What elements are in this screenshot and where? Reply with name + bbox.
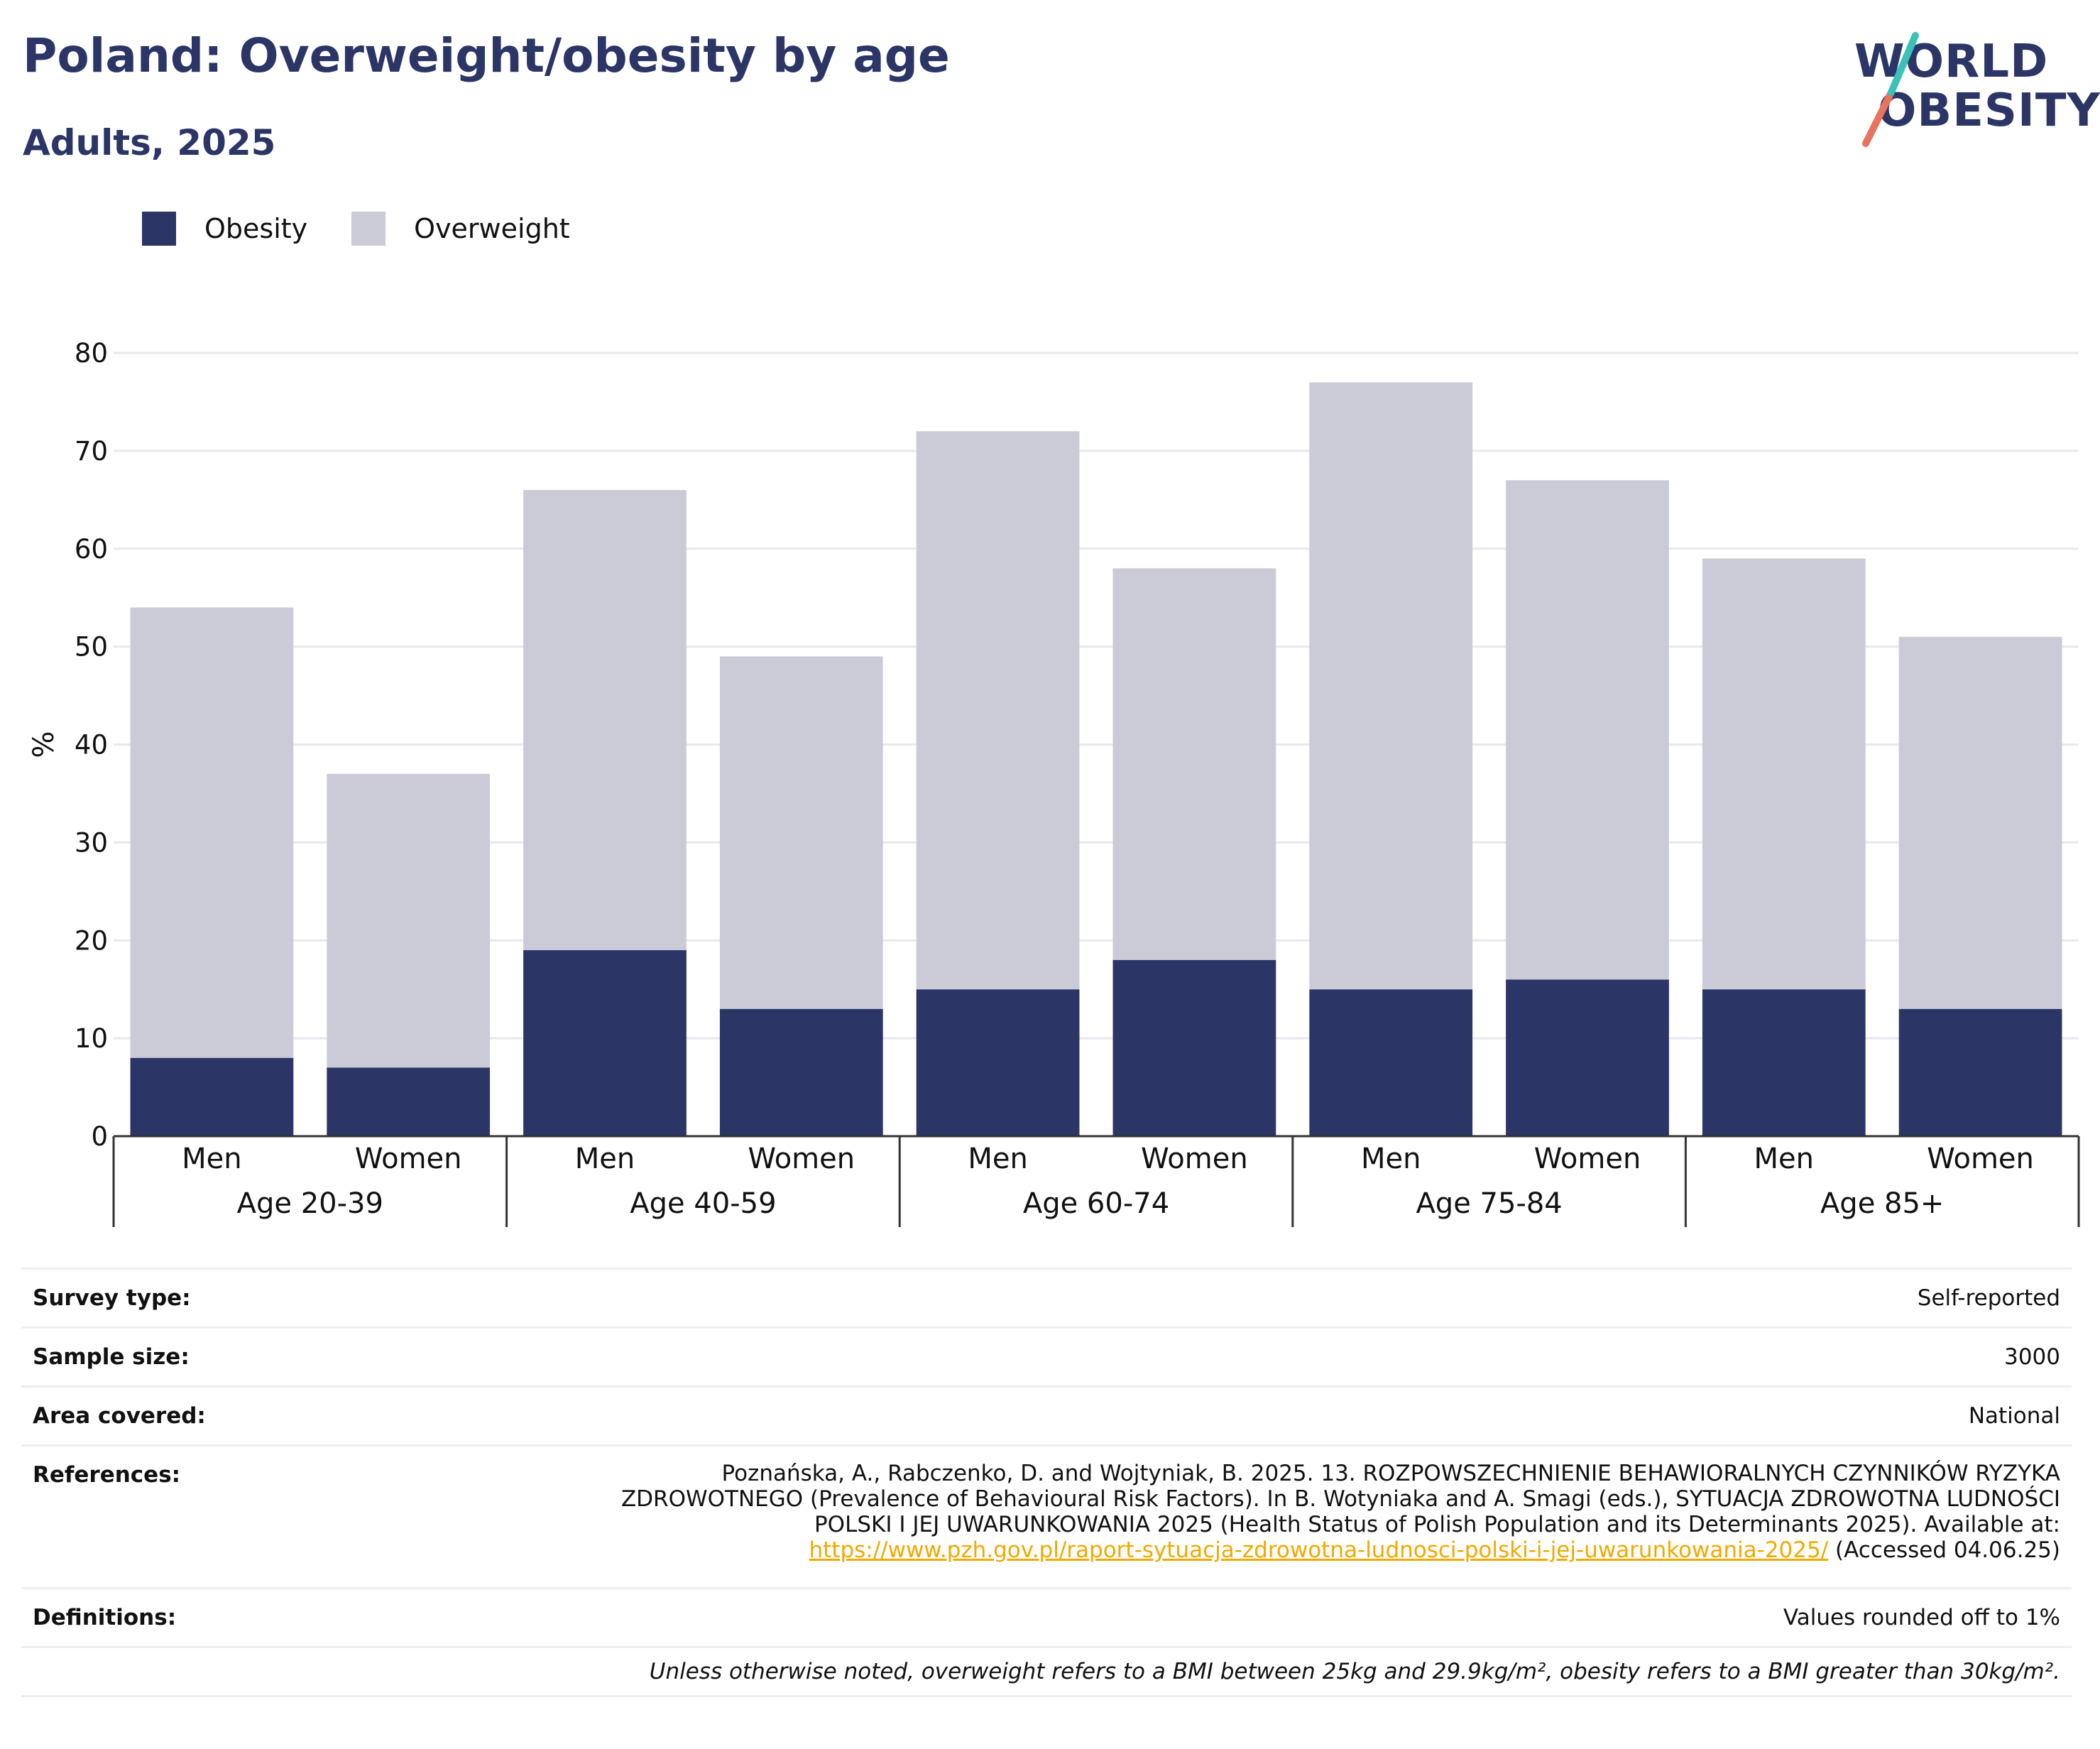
definitions-value: Values rounded off to 1% [1783,1605,2060,1630]
survey-type-label: Survey type: [33,1285,191,1311]
y-tick-label: 70 [75,436,108,467]
x-tick-label: Women [748,1143,855,1175]
meta-row-area-covered: Area covered: National [21,1385,2072,1444]
bar-overweight-0 [130,607,294,1058]
y-tick-label: 20 [75,925,108,956]
x-tick-label: Women [1534,1143,1641,1175]
references-line-3: POLSKI I JEJ UWARUNKOWANIA 2025 (Health … [814,1512,2060,1537]
y-tick-label: 40 [75,730,108,761]
x-tick-label: Men [968,1143,1027,1175]
world-obesity-logo: WORLD OBESITY [1853,28,2100,156]
x-tick-label: Women [1141,1143,1248,1175]
bar-obesity-9 [1898,1008,2062,1136]
bar-overweight-2 [523,490,687,951]
references-label: References: [33,1462,181,1488]
y-tick-label: 80 [75,338,108,369]
x-tick-label: Men [575,1143,635,1175]
legend-label-overweight: Overweight [414,213,570,244]
bar-obesity-1 [327,1067,491,1136]
meta-row-survey-type: Survey type: Self-reported [21,1268,2072,1326]
page-subtitle: Adults, 2025 [23,122,276,163]
area-covered-value: National [1968,1403,2060,1429]
y-tick-label: 10 [75,1023,108,1054]
legend-item-overweight[interactable]: Overweight [351,212,570,246]
references-line-2: ZDROWOTNEGO (Prevalence of Behavioural R… [620,1486,2060,1512]
bar-overweight-6 [1309,382,1473,990]
definitions-label: Definitions: [33,1605,177,1630]
meta-row-sample-size: Sample size: 3000 [21,1326,2072,1385]
meta-row-references: References: Poznańska, A., Rabczenko, D.… [21,1444,2072,1587]
bar-obesity-8 [1702,989,1866,1136]
x-tick-label: Women [355,1143,462,1175]
x-tick-label: Men [182,1143,241,1175]
page-title: Poland: Overweight/obesity by age [23,28,950,83]
meta-row-definitions: Definitions: Values rounded off to 1% [21,1587,2072,1646]
y-tick-label: 0 [91,1121,108,1152]
group-label: Age 75-84 [1416,1187,1562,1220]
y-tick-label: 60 [75,534,108,565]
chart-legend: Obesity Overweight [142,212,614,246]
sample-size-value: 3000 [2004,1344,2060,1370]
x-tick-label: Men [1754,1143,1814,1175]
bar-overweight-1 [327,773,491,1068]
references-line-1: Poznańska, A., Rabczenko, D. and Wojtyni… [721,1461,2061,1486]
bar-obesity-6 [1309,989,1473,1136]
logo-word-obesity: OBESITY [1878,85,2100,137]
bar-obesity-5 [1112,959,1276,1136]
bar-overweight-4 [916,431,1080,990]
group-label: Age 60-74 [1023,1187,1169,1220]
y-tick-label: 50 [75,632,108,663]
legend-swatch-overweight [351,212,386,246]
legend-swatch-obesity [142,212,176,246]
references-line-4: https://www.pzh.gov.pl/raport-sytuacja-z… [621,1537,2060,1563]
legend-label-obesity: Obesity [204,213,308,244]
bar-obesity-3 [719,1008,883,1136]
logo-word-world: WORLD [1854,36,2049,88]
logo-slash-icon [1862,32,1919,147]
group-label: Age 85+ [1820,1187,1945,1220]
bar-obesity-7 [1506,979,1669,1136]
survey-type-value: Self-reported [1917,1285,2060,1311]
bar-overweight-8 [1702,558,1866,990]
group-label: Age 40-59 [630,1187,776,1220]
bar-overweight-9 [1898,636,2062,1009]
bar-overweight-5 [1112,568,1276,960]
stacked-bar-chart: 0 10 20 30 40 50 60 70 80% Men Women Men Women Men Wom… [28,338,2080,1227]
survey-metadata-table: Survey type: Self-reported Sample size: … [21,1268,2072,1697]
bmi-definition-note: Unless otherwise noted, overweight refer… [649,1659,2060,1684]
y-axis-label: % [28,731,60,758]
area-covered-label: Area covered: [33,1403,206,1429]
meta-row-bmi-note: Unless otherwise noted, overweight refer… [21,1646,2072,1697]
x-tick-label: Men [1361,1143,1421,1175]
bar-obesity-4 [916,989,1080,1136]
bar-obesity-0 [130,1057,294,1136]
bar-obesity-2 [523,950,687,1136]
bar-overweight-3 [719,656,883,1009]
y-tick-label: 30 [75,827,108,858]
x-tick-label: Women [1927,1143,2034,1175]
bar-overweight-7 [1506,480,1669,980]
reference-link[interactable]: https://www.pzh.gov.pl/raport-sytuacja-z… [809,1537,1829,1563]
reference-accessed-date: (Accessed 04.06.25) [1828,1537,2060,1563]
group-label: Age 20-39 [237,1187,383,1220]
references-value: Poznańska, A., Rabczenko, D. and Wojtyni… [621,1446,2072,1563]
sample-size-label: Sample size: [33,1344,190,1370]
legend-item-obesity[interactable]: Obesity [142,212,307,246]
